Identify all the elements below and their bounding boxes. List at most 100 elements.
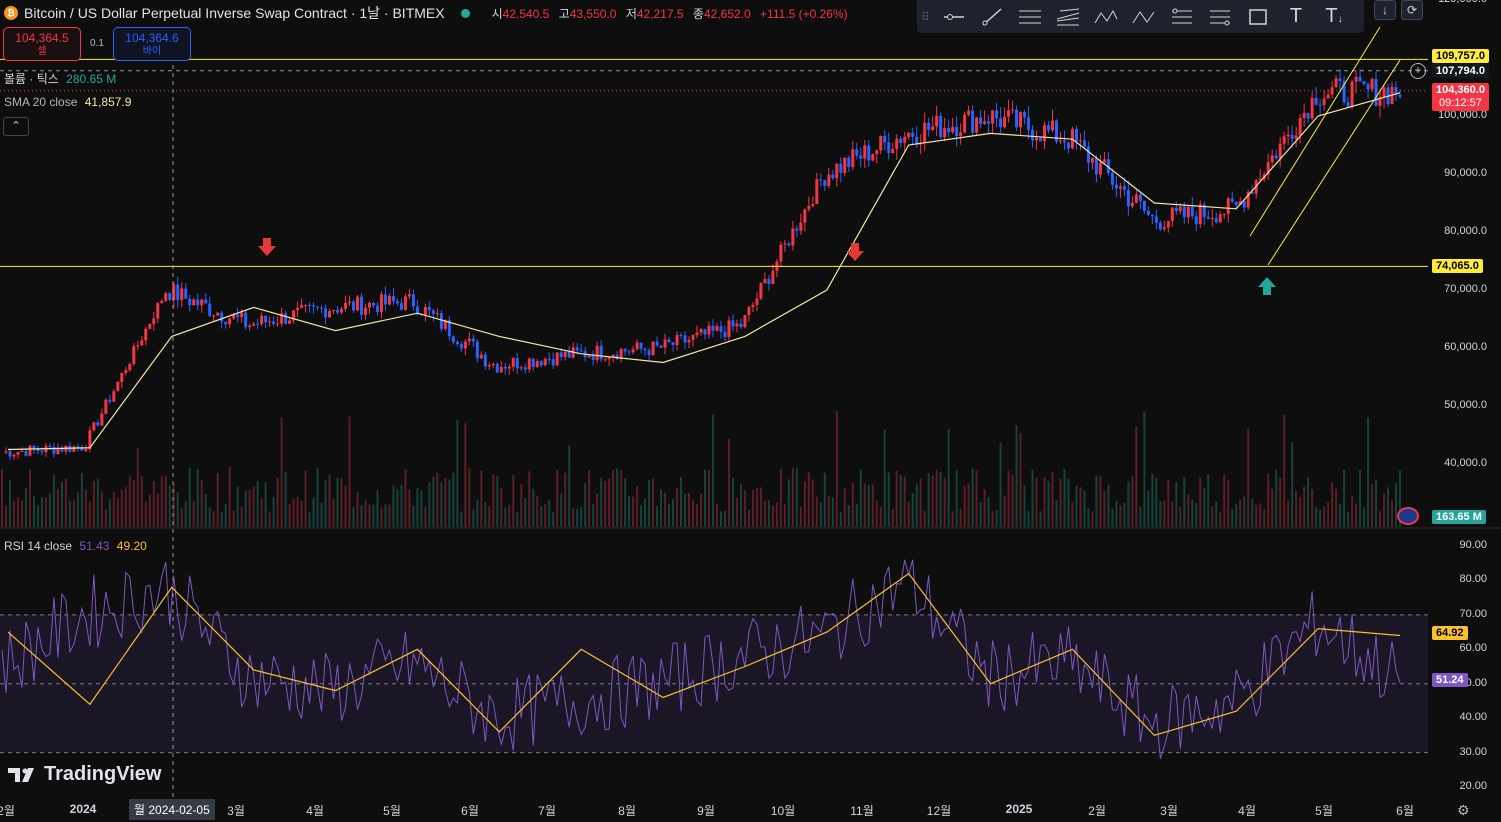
text-tool[interactable]: T bbox=[1277, 2, 1315, 32]
us-flag-icon[interactable] bbox=[1397, 507, 1419, 525]
volume-bar bbox=[887, 472, 890, 527]
candle-body bbox=[1346, 102, 1350, 108]
candle-body bbox=[1378, 96, 1382, 106]
candle-body bbox=[1098, 162, 1102, 175]
volume-bar bbox=[739, 484, 742, 527]
candle-body bbox=[72, 446, 76, 452]
volume-bar bbox=[596, 493, 599, 527]
volume-bar bbox=[1079, 487, 1082, 527]
candle-body bbox=[172, 284, 176, 300]
sell-button[interactable]: 104,364.5 셀 bbox=[3, 27, 81, 61]
volume-bar bbox=[847, 505, 850, 527]
candle-body bbox=[1126, 189, 1130, 207]
collapse-legend-button[interactable]: ⌃ bbox=[3, 117, 29, 136]
long-position-tool[interactable] bbox=[1163, 2, 1201, 32]
ohlc-values: 시42,540.5 고43,550.0 저42,217.5 종42,652.0 … bbox=[491, 6, 848, 21]
volume-bar bbox=[1283, 414, 1286, 527]
symbol-title[interactable]: Bitcoin / US Dollar Perpetual Inverse Sw… bbox=[24, 5, 445, 21]
volume-bar bbox=[680, 476, 683, 527]
sma-layer bbox=[7, 92, 1401, 451]
candle-body bbox=[563, 351, 567, 357]
candle-body bbox=[687, 339, 691, 343]
drag-handle-icon[interactable]: ⠿ bbox=[921, 9, 930, 24]
rectangle-tool[interactable] bbox=[1239, 2, 1277, 32]
volume-bar bbox=[548, 499, 551, 527]
candle-body bbox=[1222, 214, 1226, 216]
candle-body bbox=[411, 294, 415, 307]
volume-bar bbox=[628, 496, 631, 527]
volume-bar bbox=[620, 470, 623, 527]
candle-body bbox=[1286, 134, 1290, 137]
volume-bar bbox=[204, 494, 207, 527]
candle-body bbox=[1246, 191, 1250, 208]
refresh-button[interactable]: ⟳ bbox=[1401, 0, 1423, 20]
volume-legend[interactable]: 볼륨 · 틱스 280.65 M bbox=[4, 72, 117, 86]
rsi-legend[interactable]: RSI 14 close 51.43 49.20 bbox=[4, 539, 147, 553]
time-tick-label: 10월 bbox=[770, 804, 796, 818]
price-tick-label: 80,000.0 bbox=[1444, 225, 1487, 237]
volume-bar bbox=[144, 501, 147, 527]
volume-bar bbox=[668, 503, 671, 527]
candle-body bbox=[751, 304, 755, 308]
candle-body bbox=[963, 114, 967, 133]
volume-bar bbox=[1187, 494, 1190, 527]
tradingview-logo[interactable]: TradingView bbox=[8, 763, 161, 786]
candle-body bbox=[1154, 216, 1158, 223]
candle-body bbox=[1194, 216, 1198, 225]
trend-line-tool[interactable] bbox=[973, 2, 1011, 32]
volume-bar bbox=[899, 474, 902, 527]
candle-body bbox=[80, 447, 84, 451]
volume-bar bbox=[1263, 509, 1266, 527]
volume-bar bbox=[652, 478, 655, 527]
volume-bar bbox=[1307, 477, 1310, 527]
short-position-tool[interactable] bbox=[1201, 2, 1239, 32]
candle-body bbox=[603, 359, 607, 361]
candle-body bbox=[895, 138, 899, 150]
candle-body bbox=[1058, 140, 1062, 142]
time-tick-label: 5월 bbox=[383, 804, 401, 818]
volume-bar bbox=[903, 476, 906, 527]
candle-body bbox=[20, 450, 24, 452]
download-button[interactable]: ↓ bbox=[1374, 0, 1396, 20]
volume-bar bbox=[288, 504, 291, 527]
candle-body bbox=[1270, 155, 1274, 163]
candle-body bbox=[260, 315, 264, 325]
candle-body bbox=[459, 344, 463, 349]
volume-bar bbox=[931, 475, 934, 527]
abcd-pattern-tool[interactable] bbox=[1125, 2, 1163, 32]
parallel-channel-tool[interactable] bbox=[1011, 2, 1049, 32]
xabcd-pattern-tool[interactable] bbox=[1087, 2, 1125, 32]
horizontal-ray-tool[interactable] bbox=[935, 2, 973, 32]
candle-body bbox=[1322, 98, 1326, 106]
settings-gear-icon[interactable]: ⚙ bbox=[1457, 802, 1470, 818]
volume-bar bbox=[1119, 505, 1122, 527]
symbol-header[interactable]: ₿ Bitcoin / US Dollar Perpetual Inverse … bbox=[4, 3, 848, 23]
buy-button[interactable]: 104,364.6 바이 bbox=[113, 27, 191, 61]
candle-body bbox=[196, 299, 200, 306]
volume-bar bbox=[8, 480, 11, 527]
volume-bar bbox=[136, 448, 139, 527]
candle-body bbox=[104, 399, 108, 414]
pitchfork-tool[interactable] bbox=[1049, 2, 1087, 32]
candle-body bbox=[675, 335, 679, 346]
volume-bar bbox=[588, 470, 591, 527]
volume-bar bbox=[624, 478, 627, 527]
candle-body bbox=[935, 115, 939, 127]
add-alert-button[interactable]: + bbox=[1410, 63, 1426, 79]
text-anchor-tool[interactable]: T↓ bbox=[1315, 2, 1353, 32]
down-arrow-marker bbox=[258, 238, 276, 256]
candle-body bbox=[1106, 159, 1110, 174]
volume-bar bbox=[436, 472, 439, 527]
candle-body bbox=[755, 298, 759, 305]
time-tick-label: 4월 bbox=[306, 804, 324, 818]
candle-body bbox=[1226, 198, 1230, 215]
candle-body bbox=[491, 363, 495, 366]
sma-legend[interactable]: SMA 20 close 41,857.9 bbox=[4, 95, 132, 109]
volume-bar bbox=[1059, 478, 1062, 527]
volume-bar bbox=[644, 498, 647, 527]
rsi-tag: 51.24 bbox=[1432, 673, 1468, 687]
candle-body bbox=[1278, 143, 1282, 159]
volume-bar bbox=[320, 502, 323, 527]
candle-body bbox=[152, 318, 156, 324]
